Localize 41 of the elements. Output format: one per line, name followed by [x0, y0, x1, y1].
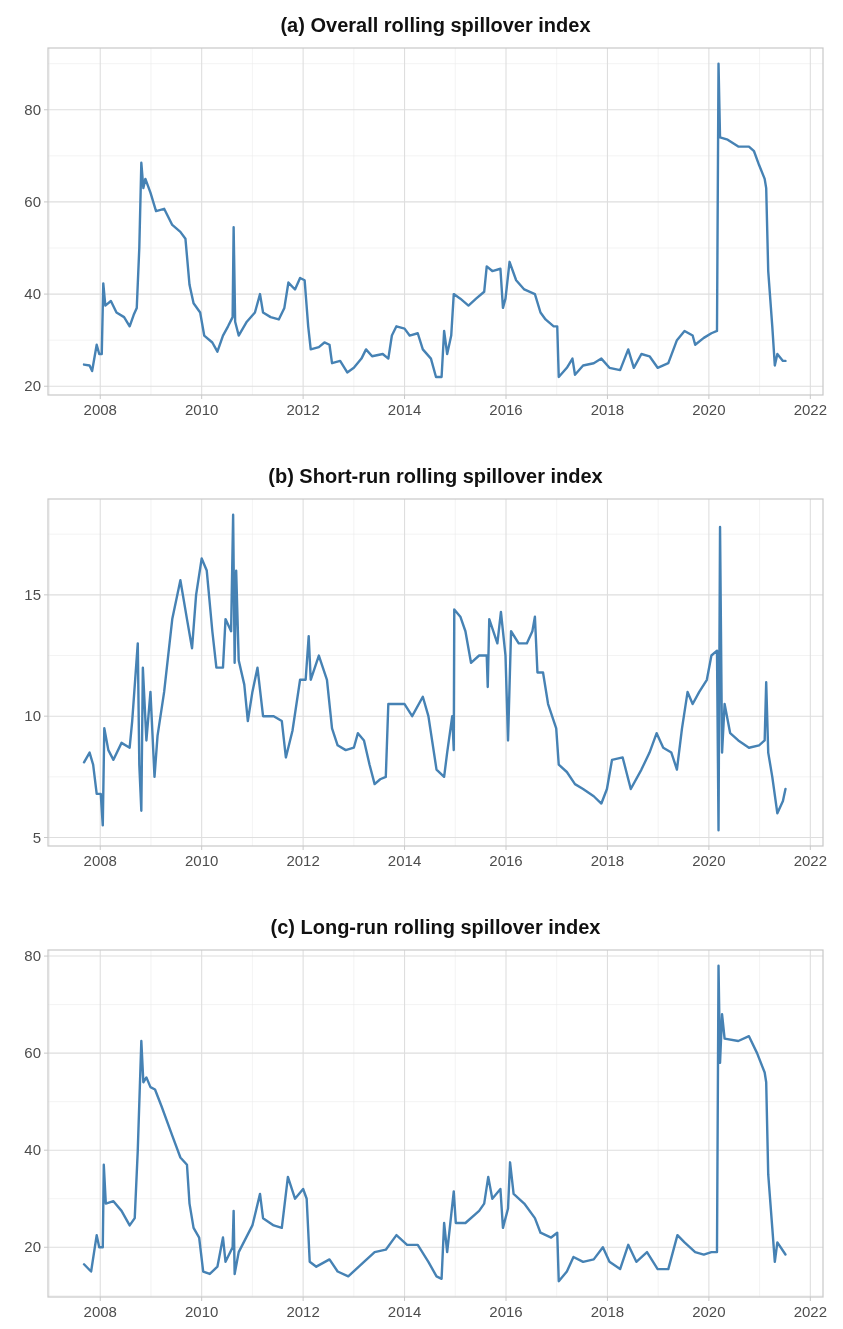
x-tick-label: 2020 [692, 1303, 726, 1320]
chart-title: (c) Long-run rolling spillover index [270, 916, 601, 938]
x-tick-label: 2018 [590, 1303, 625, 1320]
x-tick-label: 2012 [286, 1303, 320, 1320]
y-tick-label: 5 [32, 828, 41, 846]
chart-title: (b) Short-run rolling spillover index [268, 465, 603, 487]
y-tick-label: 60 [24, 192, 41, 210]
line-series [82, 964, 787, 1283]
x-tick-label: 2010 [184, 1303, 219, 1320]
x-tick-label: 2008 [83, 401, 117, 418]
x-tick-label: 2010 [184, 852, 219, 869]
x-tick-label: 2014 [387, 401, 422, 418]
y-tick-label: 10 [24, 707, 41, 725]
y-tick-label: 20 [24, 1238, 41, 1256]
x-tick-label: 2022 [793, 401, 828, 418]
x-tick-label: 2008 [83, 1303, 117, 1320]
y-tick-label: 80 [24, 947, 41, 965]
x-tick-label: 2014 [387, 1303, 422, 1320]
x-tick-label: 2018 [590, 401, 625, 418]
x-tick-label: 2010 [184, 401, 219, 418]
y-tick-label: 20 [24, 377, 41, 395]
line-series [82, 513, 787, 832]
y-tick-label: 40 [24, 285, 41, 303]
x-tick-label: 2012 [286, 852, 320, 869]
x-tick-label: 2016 [489, 401, 523, 418]
y-tick-label: 80 [24, 100, 41, 118]
x-tick-label: 2022 [793, 1303, 828, 1320]
y-tick-label: 40 [24, 1141, 41, 1159]
x-tick-label: 2018 [590, 852, 625, 869]
x-tick-label: 2014 [387, 852, 422, 869]
x-tick-label: 2012 [286, 401, 320, 418]
y-tick-label: 15 [24, 585, 41, 603]
x-tick-label: 2020 [692, 401, 726, 418]
y-tick-label: 60 [24, 1044, 41, 1062]
line-series [82, 62, 787, 379]
x-tick-label: 2022 [793, 852, 828, 869]
chart-title: (a) Overall rolling spillover index [280, 14, 591, 36]
x-tick-label: 2016 [489, 852, 523, 869]
x-tick-label: 2008 [83, 852, 117, 869]
x-tick-label: 2020 [692, 852, 726, 869]
x-tick-label: 2016 [489, 1303, 523, 1320]
